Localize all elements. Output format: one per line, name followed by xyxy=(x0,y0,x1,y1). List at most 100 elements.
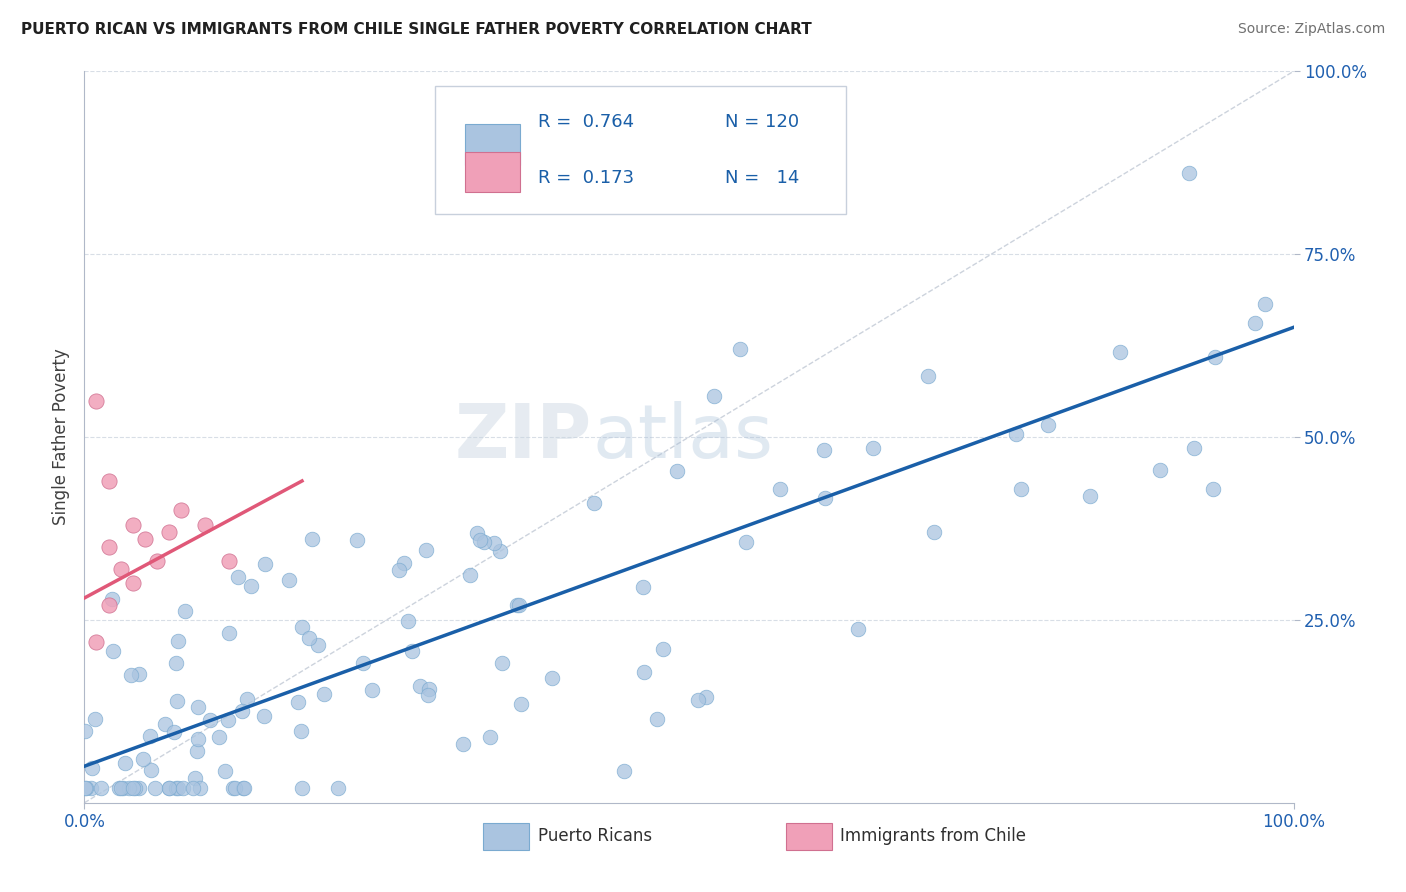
Point xyxy=(118,781,141,796)
Point xyxy=(157,781,180,796)
Point xyxy=(352,656,374,670)
Point xyxy=(86,635,108,649)
Point xyxy=(224,781,246,796)
Point xyxy=(194,517,217,532)
Point xyxy=(290,723,312,738)
Point xyxy=(166,693,188,707)
Point xyxy=(97,540,120,554)
Point xyxy=(239,579,262,593)
Point xyxy=(236,691,259,706)
Point xyxy=(651,641,673,656)
Point xyxy=(157,525,180,540)
Point xyxy=(233,781,256,796)
Point xyxy=(1036,418,1059,433)
Point xyxy=(396,614,419,628)
Point xyxy=(218,626,240,640)
Point xyxy=(231,704,253,718)
Point xyxy=(73,781,96,796)
Point xyxy=(703,389,725,403)
Point xyxy=(769,482,792,496)
Point xyxy=(346,533,368,547)
Point xyxy=(153,717,176,731)
Point xyxy=(848,622,870,636)
Point xyxy=(121,576,143,591)
Point xyxy=(418,682,440,697)
Point xyxy=(143,781,166,796)
Point xyxy=(1078,489,1101,503)
Point xyxy=(1005,426,1028,441)
FancyBboxPatch shape xyxy=(484,822,529,850)
Point xyxy=(186,744,208,758)
Point xyxy=(312,687,335,701)
Y-axis label: Single Father Poverty: Single Father Poverty xyxy=(52,349,70,525)
Point xyxy=(415,543,437,558)
Point xyxy=(172,781,194,796)
Point xyxy=(128,781,150,796)
Point xyxy=(165,781,187,796)
Point xyxy=(583,496,606,510)
Point xyxy=(190,781,212,796)
FancyBboxPatch shape xyxy=(434,86,846,214)
Point xyxy=(166,781,188,796)
Point xyxy=(128,667,150,681)
Point xyxy=(226,569,249,583)
Point xyxy=(101,591,124,606)
Text: R =  0.764: R = 0.764 xyxy=(538,112,634,130)
Point xyxy=(122,781,145,796)
Point xyxy=(613,764,636,778)
Text: Immigrants from Chile: Immigrants from Chile xyxy=(841,828,1026,846)
Point xyxy=(157,781,180,796)
Point xyxy=(166,633,188,648)
Text: atlas: atlas xyxy=(592,401,773,474)
Point xyxy=(458,567,481,582)
Point xyxy=(217,714,239,728)
Point xyxy=(328,781,350,796)
Point xyxy=(814,491,837,506)
Point xyxy=(917,368,939,383)
Point xyxy=(1254,297,1277,311)
Point xyxy=(361,683,384,698)
Point xyxy=(645,712,668,726)
Point xyxy=(506,598,529,612)
Point xyxy=(488,543,510,558)
Point xyxy=(388,563,411,577)
Point xyxy=(166,656,188,670)
Point xyxy=(232,781,254,796)
Point xyxy=(120,668,142,682)
Text: N = 120: N = 120 xyxy=(725,112,800,130)
Point xyxy=(97,599,120,613)
Point xyxy=(491,656,513,670)
Point xyxy=(218,554,240,568)
Point xyxy=(472,535,495,549)
Point xyxy=(80,781,103,796)
Point xyxy=(686,693,709,707)
Text: R =  0.173: R = 0.173 xyxy=(538,169,634,187)
Point xyxy=(253,557,276,571)
Point xyxy=(198,713,221,727)
Point xyxy=(82,761,104,775)
Point xyxy=(1178,166,1201,180)
Point xyxy=(465,526,488,541)
Point xyxy=(184,771,207,785)
Point xyxy=(141,764,163,778)
Point xyxy=(508,598,530,612)
Point xyxy=(108,781,131,796)
Point xyxy=(484,536,506,550)
Point xyxy=(173,604,195,618)
Point xyxy=(695,690,717,704)
Point xyxy=(730,343,752,357)
Point xyxy=(468,533,491,547)
Point xyxy=(76,781,98,796)
Point xyxy=(170,503,193,517)
Point xyxy=(1149,463,1171,477)
Point xyxy=(187,732,209,747)
Point xyxy=(862,441,884,455)
Point xyxy=(401,643,423,657)
Point xyxy=(1182,441,1205,455)
Point xyxy=(291,620,314,634)
Point xyxy=(1244,316,1267,330)
Point xyxy=(278,573,301,587)
Text: Puerto Ricans: Puerto Ricans xyxy=(538,828,652,846)
Point xyxy=(86,393,108,408)
Point xyxy=(922,525,945,540)
